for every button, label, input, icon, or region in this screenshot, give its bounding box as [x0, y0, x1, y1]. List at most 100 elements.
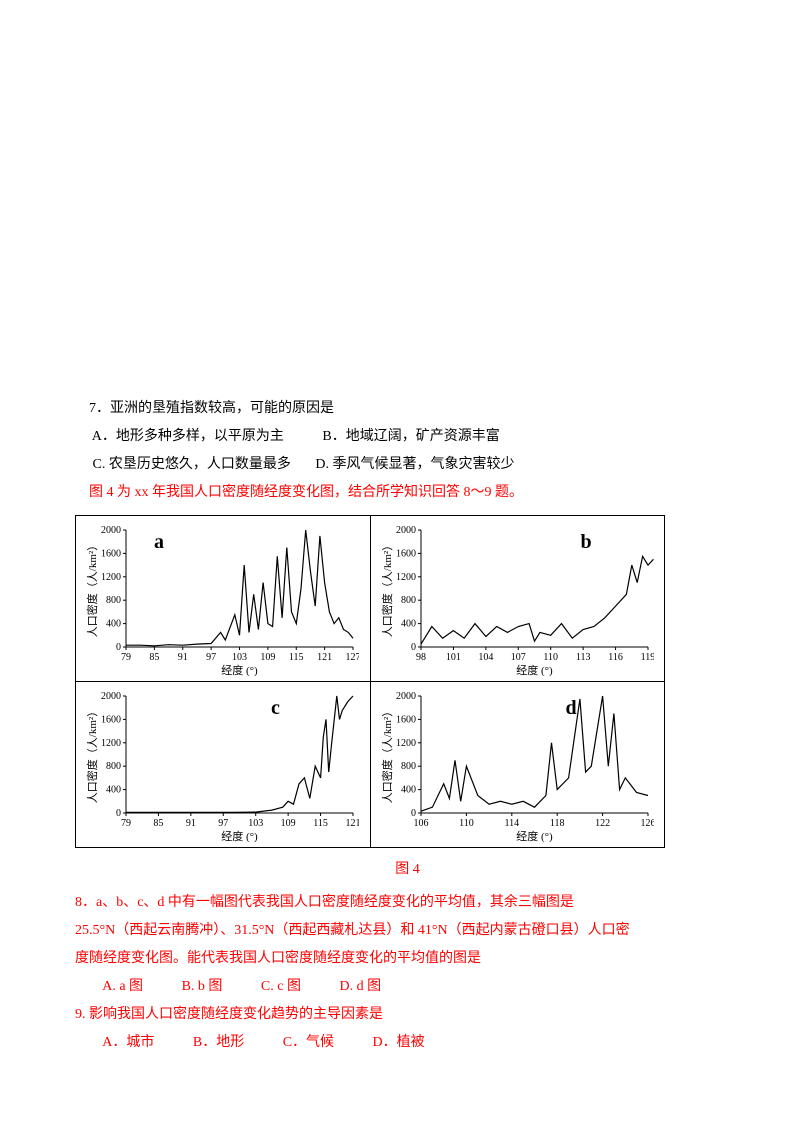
- svg-text:121: 121: [346, 818, 360, 829]
- svg-text:1200: 1200: [396, 738, 416, 749]
- svg-text:110: 110: [543, 652, 558, 663]
- svg-text:2000: 2000: [396, 525, 416, 536]
- svg-text:85: 85: [153, 818, 163, 829]
- svg-text:1200: 1200: [101, 572, 121, 583]
- svg-text:400: 400: [106, 785, 121, 796]
- svg-text:人口密度（人/km²）: 人口密度（人/km²）: [380, 540, 394, 637]
- svg-text:127: 127: [346, 652, 360, 663]
- chart-b: b 04008001200160020009810110410711011311…: [370, 515, 666, 681]
- svg-text:400: 400: [401, 619, 416, 630]
- intro-8-9: 图 4 为 xx 年我国人口密度随经度变化图，结合所学知识回答 8～9 题。: [75, 479, 740, 507]
- svg-text:103: 103: [248, 818, 263, 829]
- chart-c-label: c: [271, 688, 280, 728]
- q8-line3: 度随经度变化图。能代表我国人口密度随经度变化的平均值的图是: [75, 945, 740, 973]
- figure-4-row-bottom: c 04008001200160020007985919710310911512…: [75, 681, 665, 848]
- svg-text:118: 118: [549, 818, 564, 829]
- svg-text:91: 91: [186, 818, 196, 829]
- q8-option-b: B. b 图: [182, 979, 223, 994]
- q9-option-a: A．城市: [102, 1035, 154, 1050]
- svg-text:103: 103: [232, 652, 247, 663]
- q8-option-d: D. d 图: [339, 979, 381, 994]
- chart-d-svg: 0400800120016002000106110114118122126人口密…: [379, 688, 654, 843]
- svg-text:1200: 1200: [396, 572, 416, 583]
- svg-text:79: 79: [121, 818, 131, 829]
- figure-4-caption: 图 4: [75, 856, 740, 884]
- svg-text:101: 101: [445, 652, 460, 663]
- svg-text:800: 800: [401, 595, 416, 606]
- svg-text:114: 114: [504, 818, 519, 829]
- chart-b-label: b: [581, 522, 592, 562]
- figure-4-row-top: a 04008001200160020007985919710310911512…: [75, 515, 665, 681]
- svg-text:126: 126: [640, 818, 654, 829]
- svg-text:1200: 1200: [101, 738, 121, 749]
- svg-text:97: 97: [218, 818, 228, 829]
- svg-text:2000: 2000: [101, 691, 121, 702]
- svg-text:2000: 2000: [101, 525, 121, 536]
- svg-text:1600: 1600: [101, 714, 121, 725]
- svg-text:113: 113: [575, 652, 590, 663]
- chart-a: a 04008001200160020007985919710310911512…: [75, 515, 370, 681]
- q9-stem: 9. 影响我国人口密度随经度变化趋势的主导因素是: [75, 1001, 740, 1029]
- chart-c: c 04008001200160020007985919710310911512…: [75, 681, 370, 848]
- svg-text:91: 91: [178, 652, 188, 663]
- figure-4-grid: a 04008001200160020007985919710310911512…: [75, 515, 665, 848]
- chart-d-label: d: [566, 688, 577, 728]
- svg-text:97: 97: [206, 652, 216, 663]
- svg-text:109: 109: [281, 818, 296, 829]
- q7-option-c: C. 农垦历史悠久，人口数量最多: [93, 457, 291, 472]
- q7-options-row2: C. 农垦历史悠久，人口数量最多 D. 季风气候显著，气象灾害较少: [75, 451, 740, 479]
- q8-option-c: C. c 图: [261, 979, 301, 994]
- svg-text:1600: 1600: [396, 714, 416, 725]
- svg-text:109: 109: [260, 652, 275, 663]
- svg-text:人口密度（人/km²）: 人口密度（人/km²）: [380, 706, 394, 803]
- svg-text:800: 800: [106, 761, 121, 772]
- svg-text:人口密度（人/km²）: 人口密度（人/km²）: [85, 706, 99, 803]
- q7-stem: 7．亚洲的垦殖指数较高，可能的原因是: [75, 395, 740, 423]
- svg-text:116: 116: [608, 652, 623, 663]
- q8-line1: 8．a、b、c、d 中有一幅图代表我国人口密度随经度变化的平均值，其余三幅图是: [75, 889, 740, 917]
- svg-text:1600: 1600: [396, 548, 416, 559]
- svg-text:2000: 2000: [396, 691, 416, 702]
- svg-text:121: 121: [317, 652, 332, 663]
- q9-options: A．城市 B．地形 C．气候 D．植被: [75, 1029, 740, 1057]
- svg-text:1600: 1600: [101, 548, 121, 559]
- svg-text:人口密度（人/km²）: 人口密度（人/km²）: [85, 540, 99, 637]
- svg-text:79: 79: [121, 652, 131, 663]
- svg-text:106: 106: [413, 818, 428, 829]
- q9-option-d: D．植被: [373, 1035, 425, 1050]
- svg-text:经度 (°): 经度 (°): [516, 663, 553, 677]
- svg-text:经度 (°): 经度 (°): [221, 663, 258, 677]
- svg-text:119: 119: [640, 652, 653, 663]
- q7-stem-text: 7．亚洲的垦殖指数较高，可能的原因是: [89, 401, 334, 416]
- svg-text:800: 800: [401, 761, 416, 772]
- chart-d: d 0400800120016002000106110114118122126人…: [370, 681, 666, 848]
- svg-text:400: 400: [106, 619, 121, 630]
- svg-text:110: 110: [459, 818, 474, 829]
- svg-text:107: 107: [510, 652, 525, 663]
- chart-b-svg: 0400800120016002000981011041071101131161…: [379, 522, 654, 677]
- svg-text:115: 115: [289, 652, 304, 663]
- page-content: 7．亚洲的垦殖指数较高，可能的原因是 A．地形多种多样，以平原为主 B．地域辽阔…: [0, 0, 800, 1117]
- svg-text:104: 104: [478, 652, 493, 663]
- q8-options: A. a 图 B. b 图 C. c 图 D. d 图: [75, 973, 740, 1001]
- chart-a-label: a: [154, 522, 164, 562]
- chart-c-svg: 040080012001600200079859197103109115121人…: [84, 688, 359, 843]
- svg-text:85: 85: [149, 652, 159, 663]
- svg-text:400: 400: [401, 785, 416, 796]
- q7-option-b: B．地域辽阔，矿产资源丰富: [322, 429, 499, 444]
- q8-option-a: A. a 图: [102, 979, 143, 994]
- svg-text:经度 (°): 经度 (°): [516, 829, 553, 843]
- svg-text:115: 115: [313, 818, 328, 829]
- chart-a-svg: 0400800120016002000798591971031091151211…: [84, 522, 359, 677]
- q8-line2: 25.5°N（西起云南腾冲）、31.5°N（西起西藏札达县）和 41°N（西起内…: [75, 917, 740, 945]
- q7-options-row1: A．地形多种多样，以平原为主 B．地域辽阔，矿产资源丰富: [75, 423, 740, 451]
- q7-option-a: A．地形多种多样，以平原为主: [92, 429, 284, 444]
- q7-option-d: D. 季风气候显著，气象灾害较少: [315, 457, 514, 472]
- svg-text:经度 (°): 经度 (°): [221, 829, 258, 843]
- svg-text:122: 122: [595, 818, 610, 829]
- q9-option-c: C．气候: [283, 1035, 334, 1050]
- q9-option-b: B．地形: [193, 1035, 244, 1050]
- svg-text:800: 800: [106, 595, 121, 606]
- svg-text:98: 98: [416, 652, 426, 663]
- intro-8-9-text: 图 4 为 xx 年我国人口密度随经度变化图，结合所学知识回答 8～9 题。: [89, 485, 523, 500]
